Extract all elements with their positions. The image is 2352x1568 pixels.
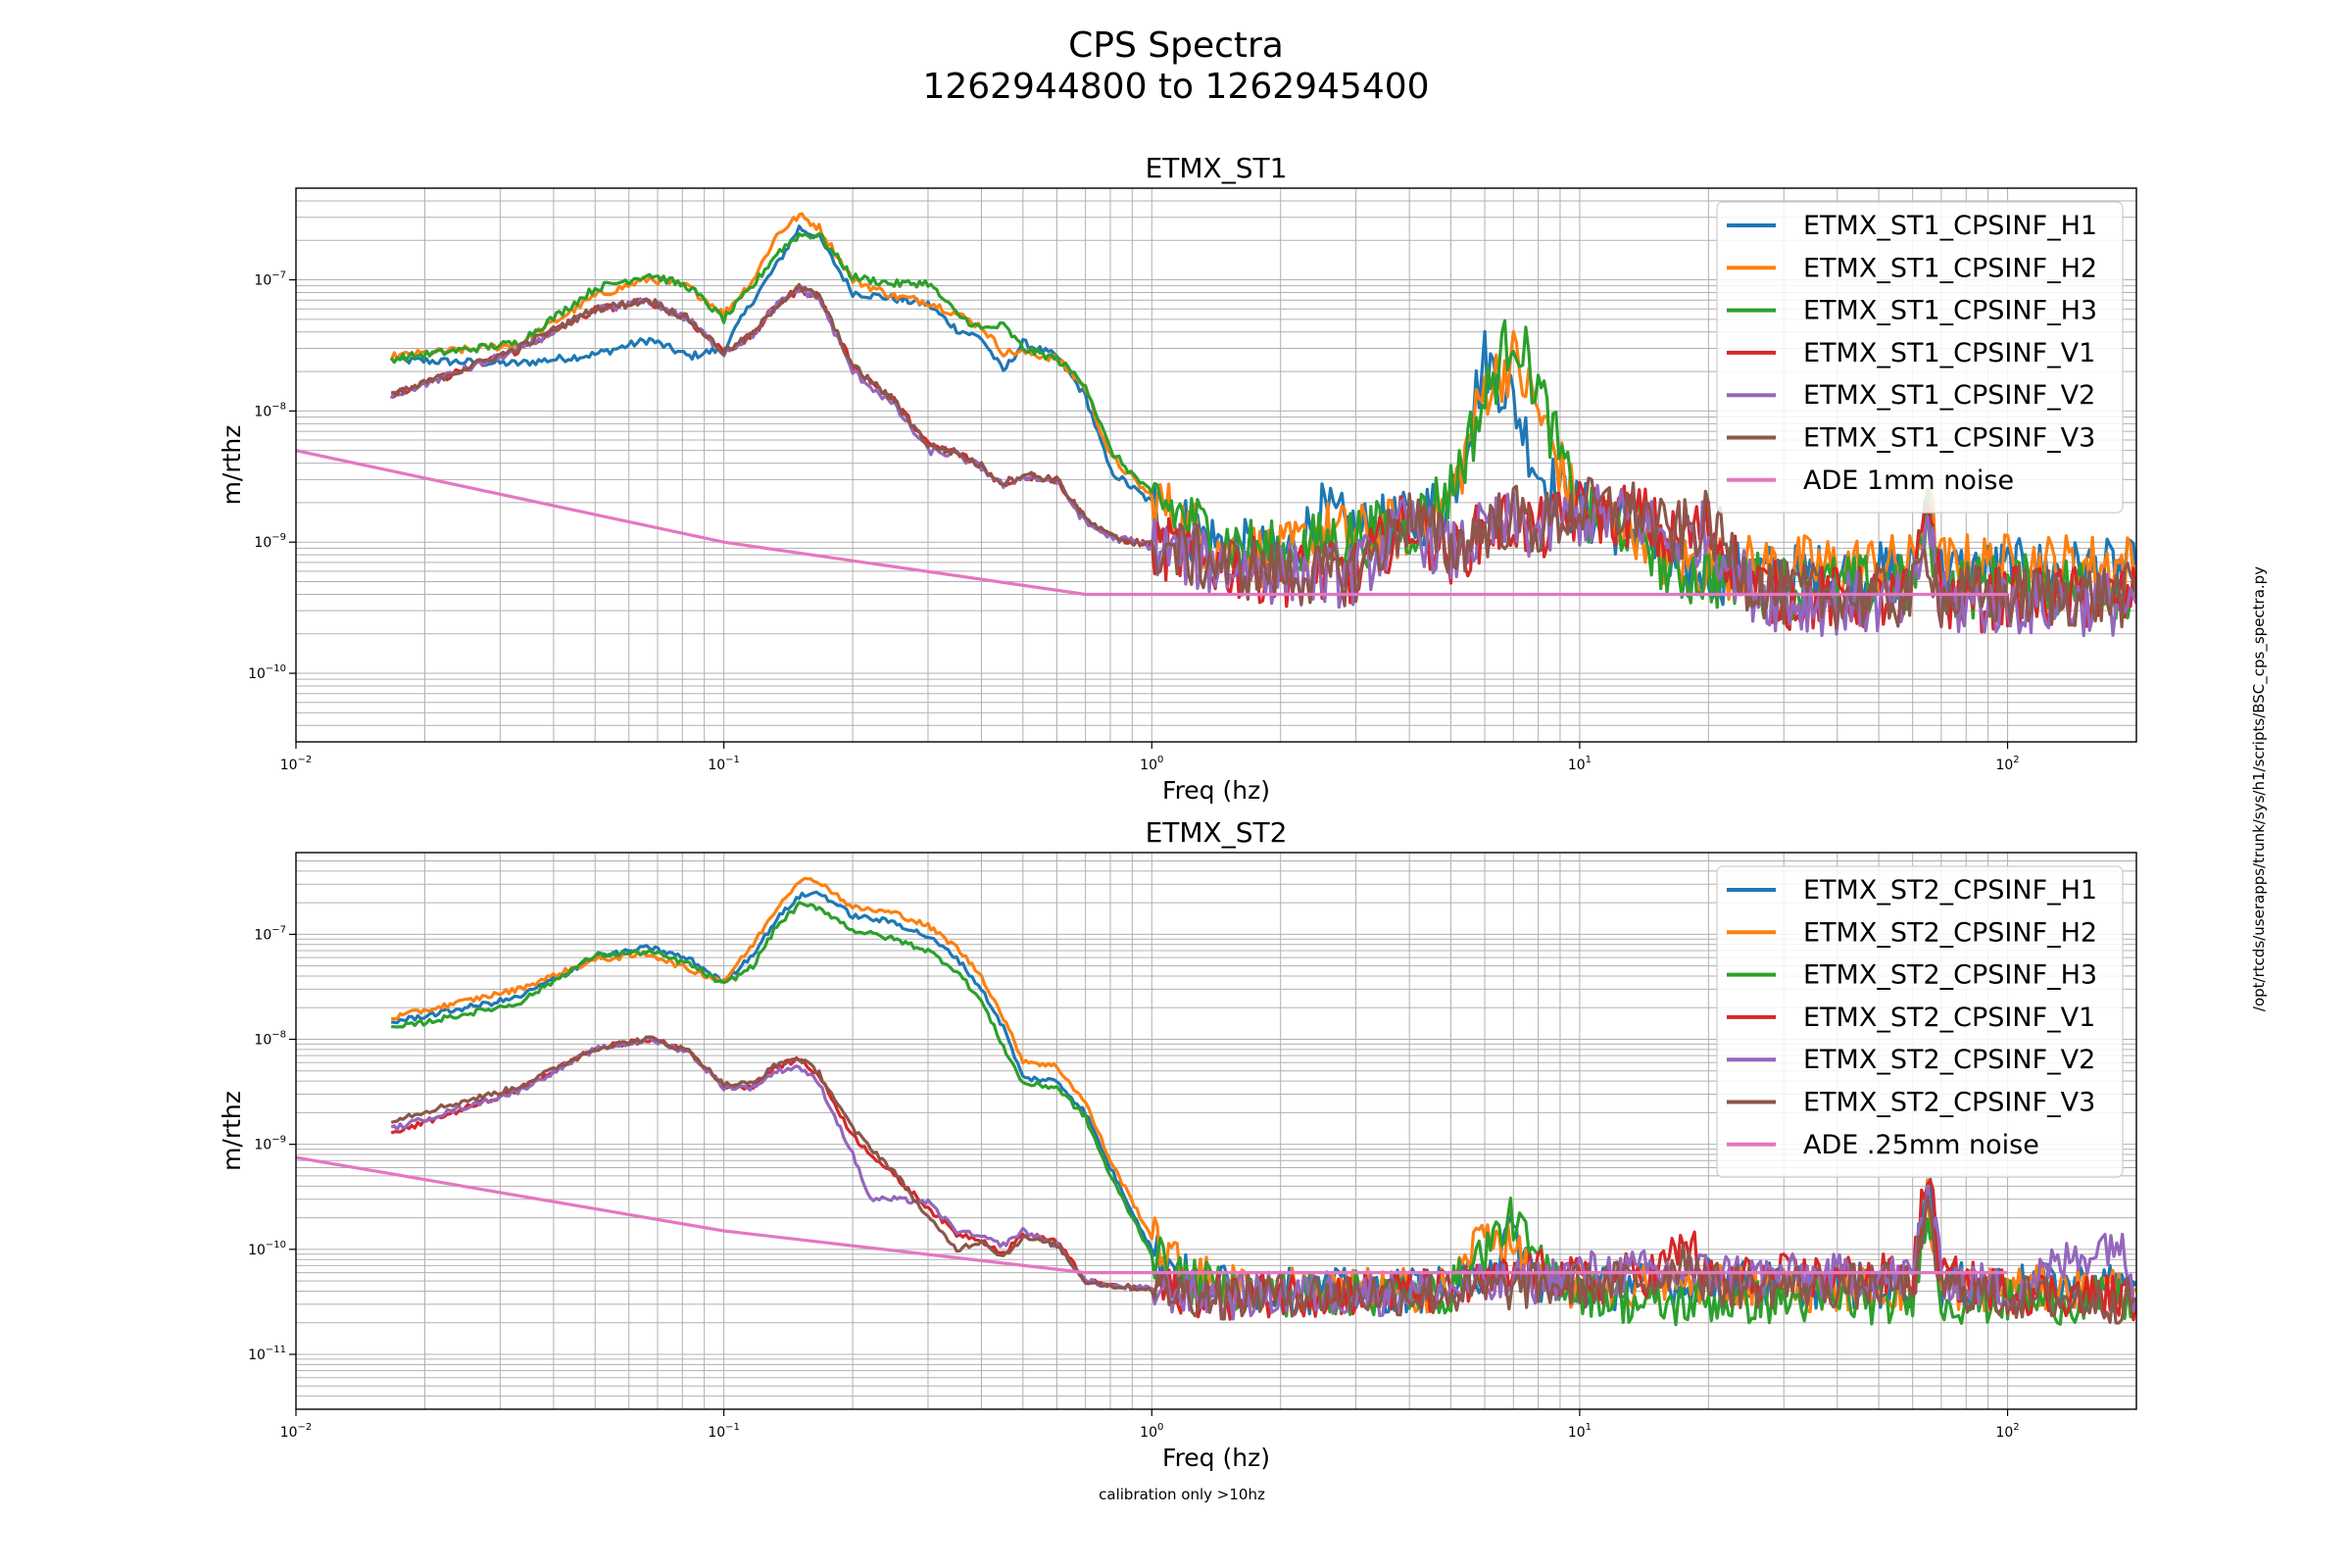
figure-title-line2: 1262944800 to 1262945400 — [922, 67, 1429, 107]
series-line-v3 — [390, 282, 2136, 630]
axes-frame — [295, 187, 2137, 743]
y-tick-label: 10−9 — [254, 532, 286, 551]
axes-etmx-st2: 10−2 10−1 100 101 102 10−7 10−8 10−9 10−10 10−11 E… — [218, 816, 2137, 1472]
x-tick-label: 10−1 — [708, 1422, 740, 1441]
figure-title-line1: CPS Spectra — [1068, 25, 1284, 66]
legend-label-h3: ETMX_ST1_CPSINF_H3 — [1803, 296, 2097, 326]
series-line-v2 — [390, 1035, 2136, 1321]
x-tick-label: 10−2 — [280, 1422, 313, 1441]
y-tick-label: 10−9 — [254, 1135, 286, 1153]
legend-box — [1716, 865, 2124, 1178]
y-tick-label: 10−10 — [248, 663, 286, 682]
legend-label-ade: ADE .25mm noise — [1803, 1130, 2039, 1160]
x-tick-label: 10−1 — [708, 755, 740, 773]
series-group — [296, 876, 2136, 1327]
legend-label-v1: ETMX_ST2_CPSINF_V1 — [1803, 1003, 2095, 1033]
x-tick-label: 101 — [1568, 755, 1592, 773]
y-tick-label: 10−11 — [248, 1345, 286, 1363]
legend-label-v2: ETMX_ST2_CPSINF_V2 — [1803, 1045, 2095, 1075]
legend-label-v3: ETMX_ST2_CPSINF_V3 — [1803, 1088, 2095, 1118]
legend-label-h2: ETMX_ST1_CPSINF_H2 — [1803, 253, 2097, 283]
legend-label-v1: ETMX_ST1_CPSINF_V1 — [1803, 338, 2095, 368]
y-tick-label: 10−10 — [248, 1240, 286, 1258]
axes-title: ETMX_ST1 — [1146, 152, 1288, 184]
legend-label-h1: ETMX_ST2_CPSINF_H1 — [1803, 875, 2097, 906]
legend: ETMX_ST2_CPSINF_H1 ETMX_ST2_CPSINF_H2 ETMX… — [1716, 865, 2124, 1178]
x-tick-label: 102 — [1995, 1422, 2019, 1441]
script-path-label: /opt/rtcds/userapps/trunk/sys/h1/scripts… — [2250, 566, 2269, 1011]
y-axis-label: m/rthz — [218, 425, 246, 506]
legend-label-v2: ETMX_ST1_CPSINF_V2 — [1803, 380, 2095, 411]
x-tick-label: 101 — [1568, 1422, 1592, 1441]
y-tick-label: 10−7 — [254, 270, 286, 289]
x-tick-label: 10−2 — [280, 755, 313, 773]
y-tick-label: 10−7 — [254, 924, 286, 943]
y-tick-label: 10−8 — [254, 1030, 286, 1049]
x-tick-label: 102 — [1995, 755, 2019, 773]
y-axis-label: m/rthz — [218, 1091, 246, 1171]
series-line-h3 — [389, 232, 2136, 621]
series-group — [296, 212, 2136, 638]
legend-box — [1716, 201, 2124, 514]
legend-label-ade: ADE 1mm noise — [1803, 466, 2014, 496]
axes-title: ETMX_ST2 — [1146, 816, 1288, 849]
calibration-footnote: calibration only >10hz — [1099, 1486, 1265, 1503]
legend-label-h1: ETMX_ST1_CPSINF_H1 — [1803, 211, 2097, 241]
legend: ETMX_ST1_CPSINF_H1 ETMX_ST1_CPSINF_H2 ETMX… — [1716, 201, 2124, 514]
series-line-ade — [296, 449, 2008, 597]
series-line-v2 — [389, 285, 2136, 638]
axes-frame — [295, 852, 2137, 1410]
x-axis-label: Freq (hz) — [1162, 1444, 1270, 1472]
y-tick-label: 10−8 — [254, 401, 286, 419]
x-tick-label: 100 — [1140, 1422, 1163, 1441]
legend-label-h2: ETMX_ST2_CPSINF_H2 — [1803, 917, 2097, 948]
series-line-ade — [296, 1155, 2008, 1275]
series-line-v3 — [390, 1035, 2136, 1325]
axes-etmx-st1: 10−2 10−1 100 101 102 10−7 10−8 10−9 10−10 ETMX_S… — [218, 152, 2137, 805]
legend-label-h3: ETMX_ST2_CPSINF_H3 — [1803, 960, 2097, 991]
x-axis-label: Freq (hz) — [1162, 776, 1270, 805]
legend-label-v3: ETMX_ST1_CPSINF_V3 — [1803, 423, 2095, 454]
x-tick-label: 100 — [1140, 755, 1163, 773]
